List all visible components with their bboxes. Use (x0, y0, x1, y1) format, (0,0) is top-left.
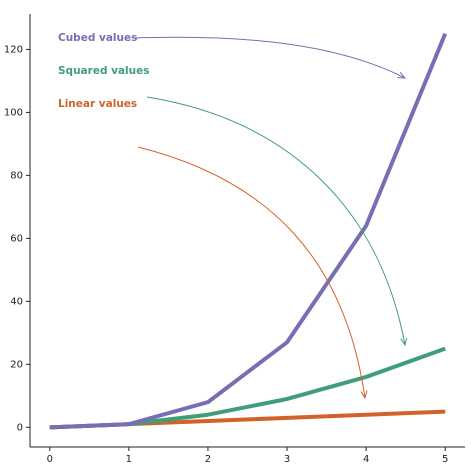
series-line (49, 32, 448, 430)
plot-area (49, 32, 448, 430)
annotation: Linear values (58, 98, 137, 110)
y-tick-label: 60 (10, 233, 23, 244)
y-tick-label: 80 (10, 170, 23, 181)
x-tick-label: 2 (205, 454, 211, 465)
annotation-arrow (146, 96, 405, 345)
y-tick-label: 20 (10, 359, 23, 370)
y-tick-label: 40 (10, 296, 23, 307)
y-tick-label: 0 (17, 422, 23, 433)
x-tick-label: 1 (126, 454, 132, 465)
annotation-arrow (132, 36, 405, 78)
annotation-arrow (137, 146, 365, 398)
annotation: Squared values (58, 65, 150, 77)
x-tick-label: 4 (363, 454, 369, 465)
y-tick-label: 120 (4, 44, 23, 55)
x-tick-label: 0 (47, 454, 53, 465)
annotation: Cubed values (58, 32, 137, 44)
x-tick-label: 3 (284, 454, 290, 465)
x-tick-label: 5 (442, 454, 448, 465)
y-tick-label: 100 (4, 107, 23, 118)
